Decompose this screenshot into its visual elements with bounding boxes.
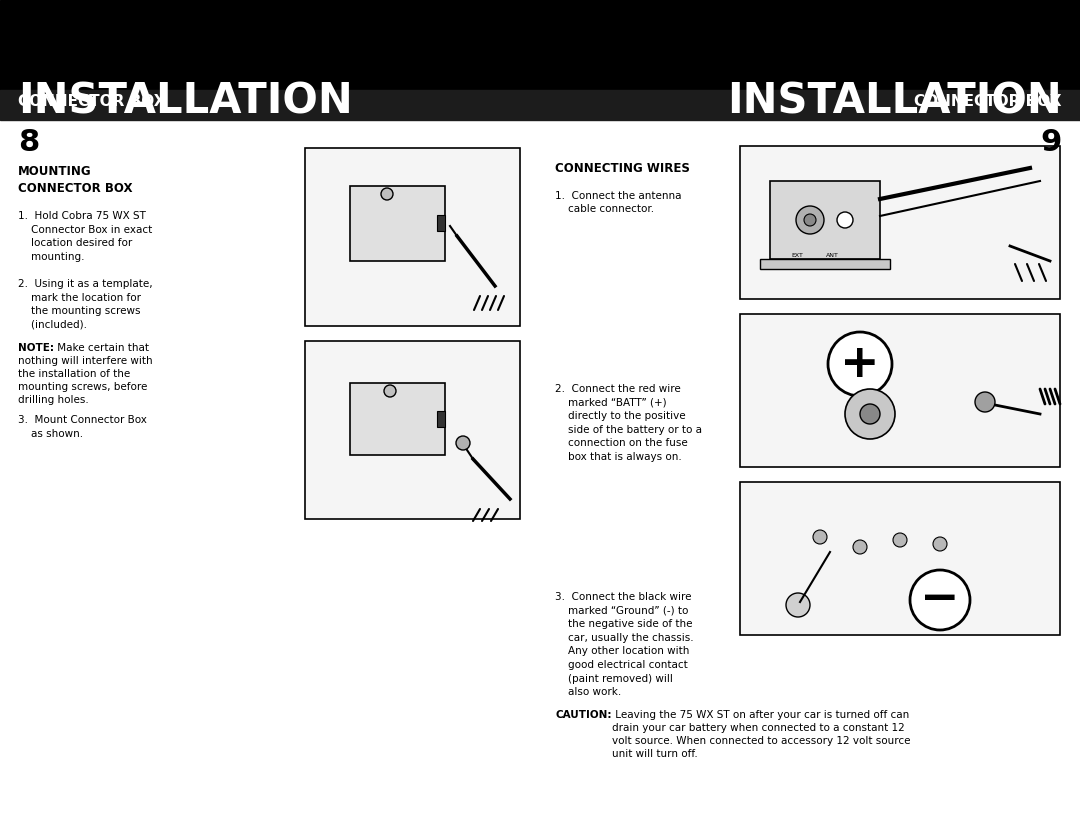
Text: mounting screws, before: mounting screws, before bbox=[18, 382, 147, 392]
Bar bbox=[760, 259, 890, 269]
Circle shape bbox=[786, 593, 810, 617]
Text: volt source. When connected to accessory 12 volt source: volt source. When connected to accessory… bbox=[612, 736, 910, 746]
Text: cable connector.: cable connector. bbox=[555, 204, 654, 214]
Bar bbox=[305, 341, 519, 519]
Text: 3.  Connect the black wire
    marked “Ground” (-) to
    the negative side of t: 3. Connect the black wire marked “Ground… bbox=[555, 592, 693, 697]
Bar bbox=[740, 314, 1059, 467]
Circle shape bbox=[828, 332, 892, 396]
Bar bbox=[770, 181, 880, 259]
Text: ANT: ANT bbox=[825, 253, 838, 258]
Circle shape bbox=[384, 385, 396, 397]
Text: 8: 8 bbox=[18, 128, 39, 157]
Circle shape bbox=[975, 392, 995, 412]
Bar bbox=[350, 383, 445, 455]
Bar bbox=[0, 0, 1080, 90]
Text: CAUTION:: CAUTION: bbox=[555, 710, 611, 720]
Bar bbox=[740, 146, 1059, 299]
Text: NOTE:: NOTE: bbox=[18, 343, 54, 353]
Circle shape bbox=[813, 530, 827, 544]
Text: +: + bbox=[840, 341, 880, 386]
Bar bbox=[437, 411, 445, 427]
Circle shape bbox=[853, 540, 867, 554]
Text: drain your car battery when connected to a constant 12: drain your car battery when connected to… bbox=[612, 723, 905, 733]
Text: nothing will interfere with: nothing will interfere with bbox=[18, 356, 152, 366]
Text: INSTALLATION: INSTALLATION bbox=[18, 80, 353, 122]
Circle shape bbox=[837, 212, 853, 228]
Text: Make certain that: Make certain that bbox=[54, 343, 149, 353]
Text: CONNECTOR BOX: CONNECTOR BOX bbox=[18, 94, 165, 109]
Text: the installation of the: the installation of the bbox=[18, 369, 131, 379]
Text: MOUNTING
CONNECTOR BOX: MOUNTING CONNECTOR BOX bbox=[18, 165, 133, 195]
Text: 2.  Connect the red wire
    marked “BATT” (+)
    directly to the positive
    : 2. Connect the red wire marked “BATT” (+… bbox=[555, 384, 702, 462]
Bar bbox=[437, 215, 445, 231]
Circle shape bbox=[933, 537, 947, 551]
Text: CONNECTING WIRES: CONNECTING WIRES bbox=[555, 162, 690, 175]
Text: 9: 9 bbox=[1041, 128, 1062, 157]
Text: 1.  Connect the antenna: 1. Connect the antenna bbox=[555, 191, 681, 201]
Circle shape bbox=[804, 214, 816, 226]
Text: 1.  Hold Cobra 75 WX ST
    Connector Box in exact
    location desired for
    : 1. Hold Cobra 75 WX ST Connector Box in … bbox=[18, 211, 152, 262]
Text: 3.  Mount Connector Box
    as shown.: 3. Mount Connector Box as shown. bbox=[18, 415, 147, 439]
Circle shape bbox=[456, 436, 470, 450]
Text: unit will turn off.: unit will turn off. bbox=[612, 749, 698, 759]
Circle shape bbox=[860, 404, 880, 424]
Text: −: − bbox=[920, 577, 960, 622]
Text: EXT: EXT bbox=[791, 253, 802, 258]
Text: drilling holes.: drilling holes. bbox=[18, 395, 89, 405]
Circle shape bbox=[910, 570, 970, 630]
Text: Leaving the 75 WX ST on after your car is turned off can: Leaving the 75 WX ST on after your car i… bbox=[612, 710, 909, 720]
Bar bbox=[350, 186, 445, 261]
Text: INSTALLATION: INSTALLATION bbox=[727, 80, 1062, 122]
Circle shape bbox=[381, 188, 393, 200]
Bar bbox=[305, 148, 519, 326]
Bar bbox=[740, 482, 1059, 635]
Text: CONNECTOR BOX: CONNECTOR BOX bbox=[915, 94, 1062, 109]
Circle shape bbox=[796, 206, 824, 234]
Bar bbox=[0, 90, 1080, 120]
Text: 2.  Using it as a template,
    mark the location for
    the mounting screws
  : 2. Using it as a template, mark the loca… bbox=[18, 279, 152, 329]
Circle shape bbox=[845, 389, 895, 439]
Circle shape bbox=[893, 533, 907, 547]
